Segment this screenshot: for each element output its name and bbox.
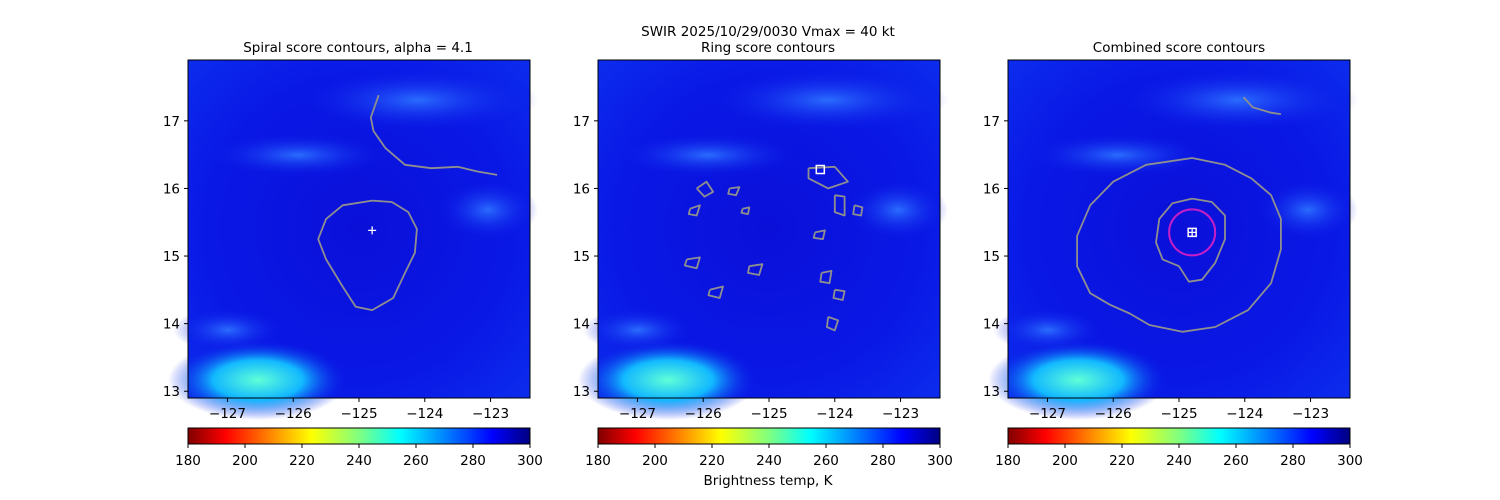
- panel-title: Ring score contours: [701, 40, 835, 56]
- colorbar-tick-label: 260: [813, 453, 839, 469]
- x-tick-label: −125: [340, 406, 377, 422]
- x-tick-label: −124: [406, 406, 443, 422]
- contour-blob: [687, 204, 701, 217]
- colorbar-tick-label: 240: [1166, 453, 1192, 469]
- brightness-field: [988, 60, 1358, 420]
- ring-circle: [1168, 208, 1217, 257]
- colorbar-tick-label: 300: [517, 453, 543, 469]
- contour-outer: [369, 94, 498, 176]
- y-tick-label: 17: [983, 114, 1000, 130]
- x-tick-label: −124: [1226, 406, 1263, 422]
- x-tick-label: −123: [472, 406, 509, 422]
- contour-inner: [1155, 197, 1226, 283]
- y-tick-label: 14: [163, 317, 180, 333]
- y-tick-label: 13: [573, 384, 590, 400]
- contour-blob: [812, 229, 826, 240]
- panel-ring: Ring score contours −127 −126 −125 −124 −123…: [573, 40, 953, 469]
- suptitle: SWIR 2025/10/29/0030 Vmax = 40 kt: [641, 24, 895, 40]
- colorbar-tick-label: 240: [756, 453, 782, 469]
- colorbar-tick-label: 280: [870, 453, 896, 469]
- center-marker-plus: [1188, 228, 1197, 237]
- colorbar-tick-label: 220: [699, 453, 725, 469]
- contour-blob: [707, 285, 724, 299]
- y-tick-label: 17: [573, 114, 590, 130]
- y-tick-label: 14: [983, 317, 1000, 333]
- contour-blob: [807, 165, 849, 190]
- center-marker-plus: [368, 226, 377, 235]
- brightness-field: [168, 60, 538, 420]
- x-tick-label: −127: [209, 406, 246, 422]
- contour-inner: [317, 199, 418, 311]
- colorbar-tick-label: 200: [1052, 453, 1078, 469]
- colorbar-bar: [1007, 427, 1351, 445]
- y-tick-label: 17: [163, 114, 180, 130]
- colorbar-tick-label: 280: [460, 453, 486, 469]
- colorbar-label: Brightness temp, K: [704, 473, 834, 489]
- colorbar-tick-label: 220: [289, 453, 315, 469]
- contour-blob: [819, 270, 833, 284]
- brightness-field: [578, 60, 948, 420]
- y-tick-label: 13: [163, 384, 180, 400]
- x-tick-label: −125: [750, 406, 787, 422]
- colorbar-tick-label: 300: [1337, 453, 1363, 469]
- contour-blob: [852, 204, 864, 217]
- x-tick-label: −127: [1029, 406, 1066, 422]
- colorbar-tick-label: 280: [1280, 453, 1306, 469]
- colorbar-tick-label: 180: [995, 453, 1021, 469]
- y-tick-label: 16: [573, 181, 590, 197]
- contour-blob: [832, 288, 846, 301]
- contour-outer: [1076, 157, 1282, 333]
- colorbar-tick-label: 180: [585, 453, 611, 469]
- contour-blob: [740, 206, 751, 215]
- y-tick-label: 13: [983, 384, 1000, 400]
- panel-spiral: Spiral score contours, alpha = 4.1 −127 −…: [163, 40, 543, 469]
- panel-combined: Combined score contours −127 −126 −125 −124…: [983, 40, 1363, 469]
- colorbar-tick-label: 220: [1109, 453, 1135, 469]
- x-tick-label: −126: [275, 406, 312, 422]
- x-tick-label: −127: [619, 406, 656, 422]
- y-tick-label: 15: [573, 249, 590, 265]
- colorbar-tick-label: 200: [232, 453, 258, 469]
- contour-blob: [696, 180, 714, 198]
- y-tick-label: 16: [163, 181, 180, 197]
- x-tick-label: −125: [1160, 406, 1197, 422]
- colorbar-tick-label: 260: [1223, 453, 1249, 469]
- colorbar-tick-label: 240: [346, 453, 372, 469]
- x-tick-label: −123: [882, 406, 919, 422]
- y-tick-label: 16: [983, 181, 1000, 197]
- contour-blob: [826, 316, 839, 332]
- colorbar-tick-label: 200: [642, 453, 668, 469]
- panel-title: Spiral score contours, alpha = 4.1: [243, 40, 473, 56]
- colorbar-tick-label: 180: [175, 453, 201, 469]
- contour-blob: [683, 256, 701, 270]
- panel-title: Combined score contours: [1093, 40, 1265, 56]
- colorbar-bar: [187, 427, 531, 445]
- colorbar-tick-label: 260: [403, 453, 429, 469]
- x-tick-label: −123: [1292, 406, 1329, 422]
- y-tick-label: 14: [573, 317, 590, 333]
- x-tick-label: −126: [685, 406, 722, 422]
- colorbar-tick-label: 300: [927, 453, 953, 469]
- contour-blob: [747, 263, 764, 276]
- x-tick-label: −126: [1095, 406, 1132, 422]
- x-tick-label: −124: [816, 406, 853, 422]
- colorbar-bar: [597, 427, 941, 445]
- y-tick-label: 15: [983, 249, 1000, 265]
- y-tick-label: 15: [163, 249, 180, 265]
- contour-north: [1242, 96, 1282, 115]
- contour-blob: [727, 186, 741, 197]
- contour-blob: [833, 194, 846, 217]
- center-marker-square: [815, 164, 826, 175]
